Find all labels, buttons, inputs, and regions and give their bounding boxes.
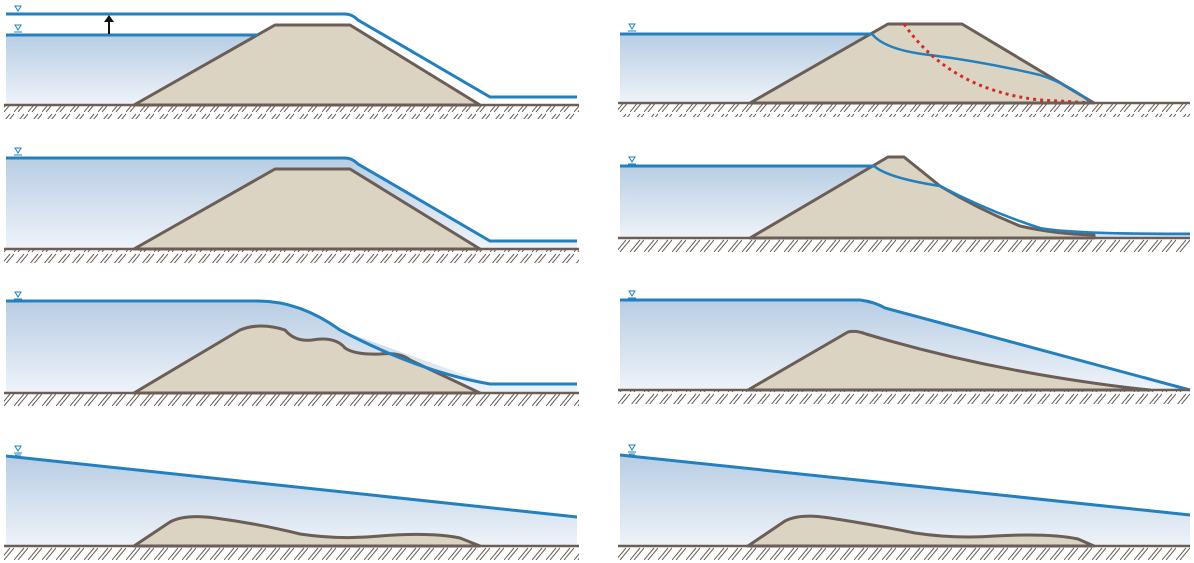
ground-hatch-icon [618,544,1190,560]
water-level-triangle-icon [628,23,636,34]
water-surface-line [620,298,1191,392]
eroded-embankment [746,329,1152,392]
ground-hatch-icon [4,247,579,263]
water-level-triangle-icon [14,5,22,16]
water-level-triangle-icon [14,291,22,302]
ground-hatch-icon [618,101,1190,117]
remnant-embankment [132,515,482,548]
water-level-triangle-icon [14,147,22,158]
water-level-triangle-icon [628,444,636,455]
panel-right-4 [618,444,1191,560]
phreatic-line [871,33,1091,103]
water-level-triangle-icon [14,24,22,35]
upstream-water [6,35,258,105]
water-level-triangle-icon [14,445,22,456]
ground-hatch-icon [4,544,579,560]
panel-right-3 [618,290,1191,404]
arrow-up-icon [104,15,114,34]
raised-water-line [6,12,577,99]
water-surface-line [5,454,578,519]
ground-hatch-icon [4,391,579,407]
upstream-water [620,34,870,103]
ground-hatch-icon [618,236,1190,252]
upstream-water [620,166,872,238]
panel-right-1 [618,22,1190,117]
upstream-water [6,456,577,546]
panel-left-4 [4,445,579,560]
water-surface-line [6,299,577,386]
water-surface-line [619,453,1191,517]
ground-hatch-icon [4,103,579,119]
panel-right-2 [618,155,1191,252]
remnant-embankment [746,514,1096,548]
ground-hatch-icon [618,388,1190,404]
panel-left-2 [4,147,579,263]
water-level-triangle-icon [628,290,636,301]
phreatic-line [873,165,1191,236]
upstream-water [620,455,1190,546]
water-level-triangle-icon [628,156,636,167]
water-surface-line [6,156,577,243]
panel-left-3 [4,291,579,407]
panel-left-1 [4,5,579,119]
